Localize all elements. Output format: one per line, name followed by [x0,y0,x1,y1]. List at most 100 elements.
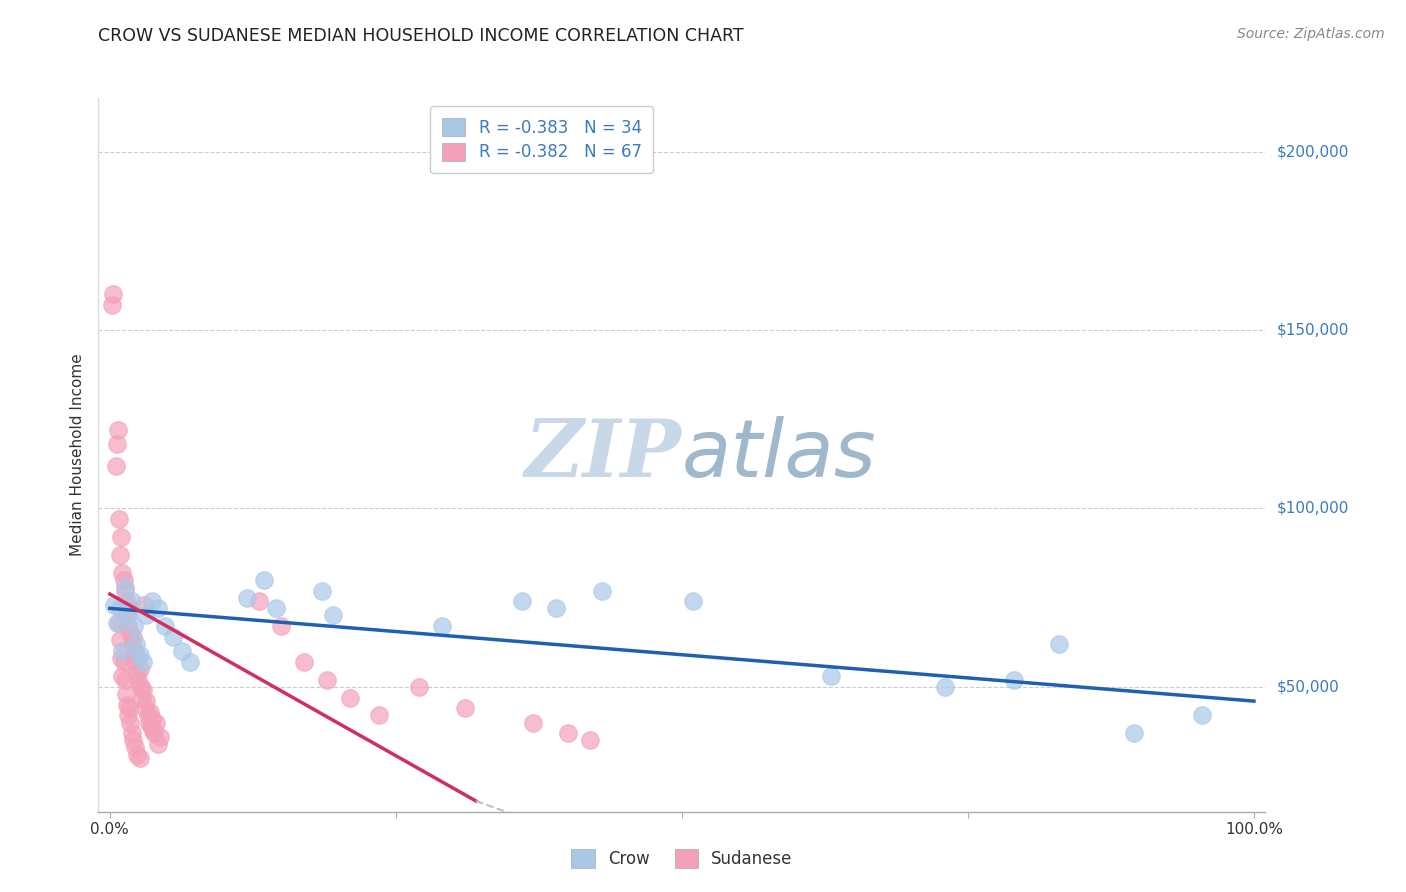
Point [134,598,156,612]
Text: $50,000: $50,000 [1277,680,1340,694]
Point [111,566,134,580]
Point [138,715,160,730]
Point [115,698,138,712]
Point [108,601,131,615]
Point [118,601,141,615]
Point [142,723,165,737]
Point [179,655,201,669]
Text: $100,000: $100,000 [1277,501,1348,516]
Point [579,733,602,747]
Point [115,687,138,701]
Point [820,669,842,683]
Point [136,708,159,723]
Point [131,690,153,705]
Point [557,726,579,740]
Point [114,580,136,594]
Point [121,733,143,747]
Point [117,619,139,633]
Point [264,601,287,615]
Point [121,630,143,644]
Point [1122,726,1144,740]
Point [117,708,139,723]
Point [121,637,143,651]
Point [322,608,344,623]
Point [292,655,315,669]
Point [143,726,166,740]
Point [110,651,132,665]
Point [170,644,193,658]
Text: CROW VS SUDANESE MEDIAN HOUSEHOLD INCOME CORRELATION CHART: CROW VS SUDANESE MEDIAN HOUSEHOLD INCOME… [98,27,744,45]
Point [934,680,956,694]
Point [1191,708,1213,723]
Point [591,583,613,598]
Text: $150,000: $150,000 [1277,323,1348,337]
Point [146,601,169,615]
Text: $200,000: $200,000 [1277,145,1348,159]
Point [104,458,127,473]
Point [139,705,162,719]
Point [103,287,125,301]
Point [127,747,149,762]
Point [103,598,125,612]
Point [125,637,148,651]
Point [236,591,259,605]
Point [682,594,704,608]
Point [112,655,135,669]
Point [122,644,145,658]
Point [111,669,134,683]
Point [128,648,150,662]
Point [122,619,145,633]
Point [118,701,141,715]
Point [111,644,134,658]
Point [1002,673,1025,687]
Point [107,423,129,437]
Point [132,655,155,669]
Point [108,633,131,648]
Point [153,619,176,633]
Legend: Crow, Sudanese: Crow, Sudanese [565,843,799,875]
Point [114,673,136,687]
Point [128,751,150,765]
Point [129,680,152,694]
Point [125,648,148,662]
Point [117,608,139,623]
Point [121,726,143,740]
Point [316,673,339,687]
Text: ZIP: ZIP [524,417,682,493]
Point [127,673,149,687]
Point [134,701,156,715]
Point [270,619,292,633]
Point [115,608,138,623]
Point [110,530,132,544]
Point [120,626,142,640]
Point [453,701,475,715]
Point [105,437,128,451]
Point [141,594,163,608]
Point [247,594,270,608]
Point [101,298,124,312]
Point [367,708,389,723]
Point [124,740,146,755]
Point [112,573,135,587]
Point [105,615,128,630]
Point [115,594,138,608]
Point [120,715,142,730]
Point [149,730,172,744]
Point [135,608,157,623]
Text: atlas: atlas [682,416,877,494]
Text: Source: ZipAtlas.com: Source: ZipAtlas.com [1237,27,1385,41]
Point [114,583,136,598]
Point [408,680,430,694]
Point [132,683,155,698]
Point [127,665,149,680]
Point [522,715,544,730]
Point [544,601,567,615]
Point [253,573,276,587]
Point [141,712,163,726]
Point [121,594,143,608]
Point [108,548,131,562]
Point [510,594,533,608]
Point [108,615,131,630]
Point [145,715,167,730]
Point [162,630,184,644]
